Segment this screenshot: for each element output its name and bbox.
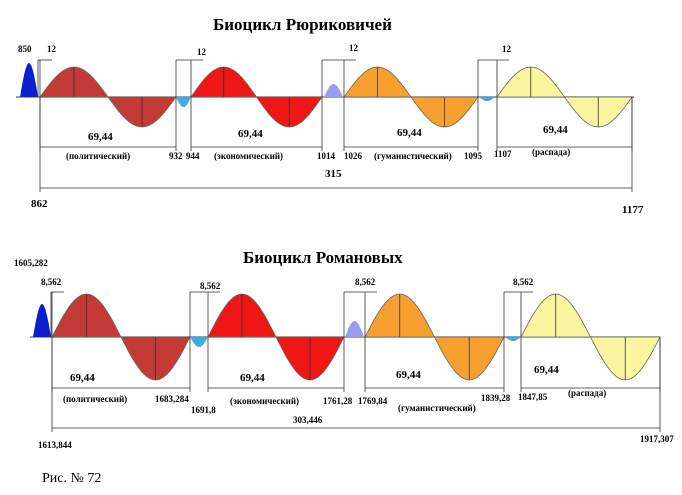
rur-year-1107: 1107 bbox=[494, 149, 512, 159]
rur-period-label-2: 69,44 bbox=[238, 128, 263, 140]
rom-total: 303,446 bbox=[293, 415, 323, 425]
rom-phase-political: (политический) bbox=[63, 394, 127, 404]
rom-gap-label-3: 8,562 bbox=[355, 277, 376, 287]
rur-year-1095: 1095 bbox=[464, 151, 483, 161]
rom-start-year: 1613,844 bbox=[38, 440, 72, 450]
rur-start-bump bbox=[20, 63, 38, 97]
rom-gap-wave-2 bbox=[345, 321, 364, 337]
rur-gap-label-1: 12 bbox=[47, 44, 57, 54]
rur-gap-label-4: 12 bbox=[502, 44, 512, 54]
rur-phase-humanistic: (гуманистический) bbox=[374, 151, 452, 161]
rom-period-label-1: 69,44 bbox=[70, 372, 95, 384]
rur-end-year: 1177 bbox=[622, 204, 644, 216]
rom-gap-wave-3 bbox=[505, 337, 521, 341]
rur-period-label-4: 69,44 bbox=[543, 124, 568, 136]
rom-period-label-2: 69,44 bbox=[240, 372, 265, 384]
rom-gap-label-2: 8,562 bbox=[200, 281, 221, 291]
rom-year-1839: 1839,28 bbox=[481, 393, 511, 403]
rom-year-1683: 1683,284 bbox=[155, 394, 189, 404]
rom-gap-label-4: 8,562 bbox=[513, 277, 534, 287]
rom-phase-economic: (экономический) bbox=[230, 396, 299, 406]
rur-gap-wave-3 bbox=[479, 97, 495, 101]
rom-period-label-4: 69,44 bbox=[534, 364, 559, 376]
rur-year-932: 932 bbox=[169, 151, 183, 161]
rom-gap-wave-1 bbox=[190, 337, 208, 347]
rom-year-1847: 1847,85 bbox=[518, 392, 548, 402]
rur-start-bump-label: 850 bbox=[18, 44, 32, 54]
rom-start-bump bbox=[33, 304, 51, 337]
rur-year-944: 944 bbox=[186, 151, 200, 161]
rur-total: 315 bbox=[325, 168, 342, 180]
rom-gap-label-1: 8,562 bbox=[41, 277, 62, 287]
rur-year-1014: 1014 bbox=[317, 151, 336, 161]
figure-caption: Рис. № 72 bbox=[42, 471, 101, 486]
rom-period-label-3: 69,44 bbox=[396, 369, 421, 381]
rom-phase-humanistic: (гуманистический) bbox=[398, 403, 476, 413]
rur-phase-political: (политический) bbox=[66, 151, 130, 161]
rur-gap-wave-1 bbox=[176, 97, 191, 107]
rom-year-1691: 1691,8 bbox=[191, 405, 216, 415]
rur-phase-economic: (экономический) bbox=[214, 151, 283, 161]
rur-period-label-1: 69,44 bbox=[88, 131, 113, 143]
rur-gap-label-2: 12 bbox=[197, 47, 207, 57]
romanovy-title: Биоцикл Романовых bbox=[243, 248, 403, 267]
rur-phase-decay: (распада) bbox=[532, 147, 570, 157]
rur-gap-label-3: 12 bbox=[349, 43, 359, 53]
rom-phase-decay: (распада) bbox=[568, 388, 606, 398]
rom-year-1769: 1769,84 bbox=[358, 396, 388, 406]
rom-year-1761: 1761,28 bbox=[323, 396, 353, 406]
rom-end-year: 1917,307 bbox=[640, 434, 674, 444]
rur-start-year: 862 bbox=[31, 198, 48, 210]
rur-period-label-3: 69,44 bbox=[397, 127, 422, 139]
rur-gap-wave-2 bbox=[324, 84, 343, 97]
rur-year-1026: 1026 bbox=[344, 151, 363, 161]
rurikovichi-title: Биоцикл Рюриковичей bbox=[213, 15, 392, 34]
rom-start-bump-label: 1605,282 bbox=[14, 258, 48, 268]
